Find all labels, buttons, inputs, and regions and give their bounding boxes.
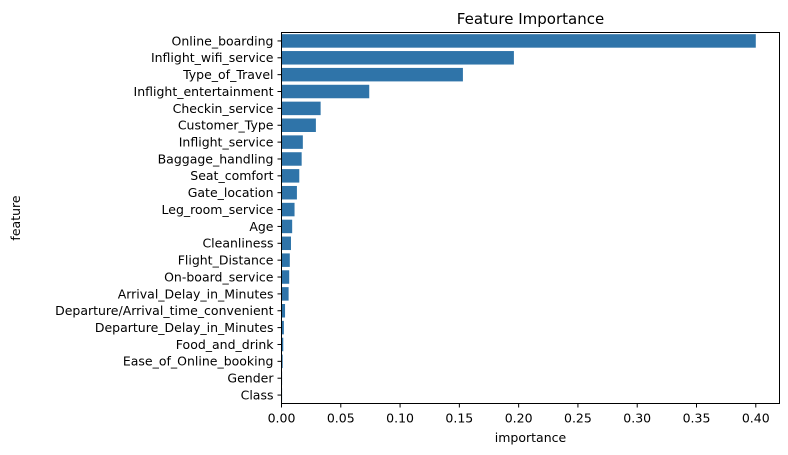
y-axis-ticks: Online_boarding Inflight_wifi_service Type… <box>55 33 282 402</box>
bar-age <box>281 219 293 234</box>
y-tick-label: Inflight_wifi_service <box>151 50 274 65</box>
y-tick-label: Seat_comfort <box>190 168 273 183</box>
bars-group <box>281 34 756 402</box>
y-tick-label: Online_boarding <box>172 33 274 48</box>
x-tick-label: 0.35 <box>683 411 711 426</box>
y-tick-label: Leg_room_service <box>162 202 274 217</box>
bar-ease-of-online-booking <box>281 354 283 369</box>
x-tick-label: 0.40 <box>742 411 770 426</box>
x-axis-ticks: 0.00 0.05 0.10 0.15 0.20 0.25 0.30 0.35 0.40 <box>268 403 770 426</box>
plot-frame <box>281 32 780 404</box>
bar-inflight-entertainment <box>281 84 370 99</box>
y-tick-label: Class <box>241 387 274 402</box>
bar-inflight-service <box>281 135 303 149</box>
y-tick-label: Departure_Delay_in_Minutes <box>95 320 274 335</box>
y-tick-label: Gender <box>227 371 274 386</box>
bar-food-and-drink <box>281 337 284 352</box>
bar-arrival-delay-in-minutes <box>281 287 289 301</box>
x-tick-label: 0.20 <box>505 411 533 426</box>
bar-checkin-service <box>281 101 321 116</box>
y-tick-label: Checkin_service <box>173 101 274 116</box>
y-tick-label: Type_of_Travel <box>182 67 273 82</box>
x-tick-label: 0.30 <box>623 411 651 426</box>
y-tick-label: Food_and_drink <box>176 337 274 352</box>
bar-online-boarding <box>281 34 756 48</box>
x-axis-title: importance <box>495 430 567 445</box>
bar-customer-type <box>281 118 316 132</box>
bar-inflight-wifi-service <box>281 51 514 65</box>
y-tick-label: Baggage_handling <box>158 151 274 166</box>
y-axis-title: feature <box>8 195 23 240</box>
y-tick-label: Arrival_Delay_in_Minutes <box>118 286 274 301</box>
x-tick-label: 0.00 <box>268 411 296 426</box>
y-tick-label: Customer_Type <box>178 118 274 133</box>
y-tick-label: Cleanliness <box>202 236 273 251</box>
y-tick-label: Inflight_service <box>179 134 274 149</box>
bar-on-board-service <box>281 270 290 284</box>
bar-gate-location <box>281 185 297 200</box>
bar-departure-delay-in-minutes <box>281 320 284 335</box>
bar-leg-room-service <box>281 202 295 217</box>
bar-departure-arrival-time-convenient <box>281 304 286 318</box>
y-tick-label: On-board_service <box>164 269 274 284</box>
x-tick-label: 0.05 <box>327 411 355 426</box>
bar-type-of-travel <box>281 67 463 82</box>
x-tick-label: 0.15 <box>445 411 473 426</box>
bar-cleanliness <box>281 236 291 251</box>
y-tick-label: Gate_location <box>188 185 274 200</box>
bar-flight-distance <box>281 253 290 267</box>
x-tick-label: 0.10 <box>386 411 414 426</box>
y-tick-label: Inflight_entertainment <box>134 84 274 99</box>
bar-baggage-handling <box>281 152 302 166</box>
y-tick-label: Ease_of_Online_booking <box>123 354 274 369</box>
bar-seat-comfort <box>281 169 300 183</box>
y-tick-label: Departure/Arrival_time_convenient <box>55 303 274 318</box>
y-tick-label: Age <box>249 219 273 234</box>
chart-title: Feature Importance <box>457 10 604 28</box>
x-tick-label: 0.25 <box>564 411 592 426</box>
y-tick-label: Flight_Distance <box>178 253 274 268</box>
